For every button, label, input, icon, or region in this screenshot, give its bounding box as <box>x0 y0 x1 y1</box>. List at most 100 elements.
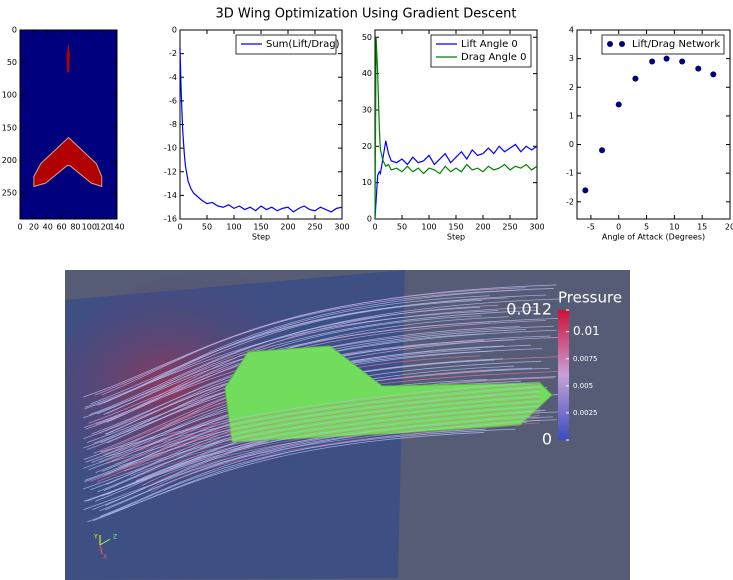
legend-box <box>601 34 725 55</box>
x-tick-label: 20 <box>725 223 733 232</box>
y-tick-label: -10 <box>164 144 177 153</box>
streamline <box>141 415 541 486</box>
y-tick-label: 200 <box>2 156 17 165</box>
streamline <box>147 420 541 491</box>
streamline <box>117 396 541 467</box>
x-axis-label: Angle of Attack (Degrees) <box>602 233 705 242</box>
y-tick-label: 50 <box>7 58 17 67</box>
y-tick-label: -12 <box>164 167 177 176</box>
y-tick-label: 0 <box>172 26 177 35</box>
streamline <box>99 381 541 453</box>
scatter-point <box>679 58 686 65</box>
scatter-point <box>663 55 670 62</box>
plot-frame <box>576 29 731 220</box>
subplot: 0 50 100 150 200 250 300 0 -2 -4 -6 -8 -10 -12 -14 -16 S… <box>164 26 350 242</box>
plot-frame <box>179 29 343 220</box>
y-tick-label: 0 <box>12 26 17 35</box>
x-tick-label: 250 <box>502 223 517 232</box>
x-tick-label: 20 <box>29 223 39 232</box>
streamline <box>101 287 526 396</box>
streamline <box>106 428 516 516</box>
x-axis-label: Step <box>252 233 270 242</box>
y-tick-label: 1 <box>569 111 574 120</box>
streamline <box>123 400 541 472</box>
scatter-point <box>632 75 639 82</box>
x-tick-label: 200 <box>475 223 490 232</box>
legend-marker <box>619 41 625 47</box>
legend-label: Lift Angle 0 <box>461 39 518 50</box>
x-tick-label: 200 <box>280 223 295 232</box>
legend-label: Sum(Lift/Drag) <box>266 39 340 50</box>
y-tick-label: 50 <box>362 33 372 42</box>
colorbar-tick-label: 0 <box>542 430 552 449</box>
wing-tip <box>66 43 70 73</box>
scatter-point <box>710 71 717 78</box>
y-tick-label: 20 <box>362 142 372 151</box>
axis-arrow <box>99 544 103 555</box>
x-tick-label: 0 <box>177 223 182 232</box>
streamline <box>138 412 541 484</box>
y-tick-label: 100 <box>2 91 17 100</box>
x-tick-label: 150 <box>253 223 268 232</box>
y-tick-label: -8 <box>169 120 177 129</box>
x-tick-label: 300 <box>334 223 349 232</box>
colorbar-tick-label: 0.0075 <box>573 355 598 363</box>
x-tick-label: 0 <box>616 223 621 232</box>
streamline <box>111 391 541 462</box>
y-tick-label: 0 <box>367 215 372 224</box>
plot-frame <box>19 29 118 220</box>
streamline <box>102 384 541 455</box>
axis-label: Z <box>113 534 117 541</box>
streamline <box>150 422 541 494</box>
streamline <box>90 294 547 405</box>
x-tick-label: 300 <box>529 223 544 232</box>
y-tick-label: 2 <box>569 83 574 92</box>
colorbar-title: Pressure <box>558 289 622 307</box>
wing-surface <box>224 345 553 443</box>
x-tick-label: 150 <box>448 223 463 232</box>
x-tick-label: 0 <box>17 223 22 232</box>
x-tick-label: 60 <box>56 223 66 232</box>
y-tick-label: 40 <box>362 69 372 78</box>
streamline <box>87 432 485 523</box>
axis-label: Y <box>93 534 98 541</box>
streamline <box>132 408 541 479</box>
y-tick-label: 0 <box>569 140 574 149</box>
x-tick-label: 100 <box>421 223 436 232</box>
streamline <box>84 310 499 408</box>
axis-arrow <box>99 538 111 546</box>
x-tick-label: 120 <box>96 223 111 232</box>
y-tick-label: -2 <box>566 197 574 206</box>
streamline <box>129 405 541 477</box>
x-tick-label: 5 <box>644 223 649 232</box>
legend-label: Lift/Drag Network <box>632 39 720 50</box>
line-series <box>374 37 538 220</box>
x-tick-label: 250 <box>307 223 322 232</box>
x-tick-label: 0 <box>372 223 377 232</box>
scatter-point <box>649 58 656 65</box>
x-tick-label: 100 <box>226 223 241 232</box>
legend-box <box>235 34 337 55</box>
colorbar <box>558 310 569 440</box>
line-series <box>179 47 343 213</box>
x-tick-label: 50 <box>202 223 212 232</box>
y-tick-label: 4 <box>569 26 574 35</box>
y-tick-label: 150 <box>2 123 17 132</box>
y-tick-label: -1 <box>566 169 574 178</box>
scatter-point <box>695 65 702 72</box>
streamline <box>120 398 541 470</box>
colorbar-tick-label: 0.01 <box>573 324 600 338</box>
scatter-point <box>615 101 622 108</box>
line-series <box>374 140 538 220</box>
render-view <box>65 270 630 580</box>
y-tick-label: -16 <box>164 215 177 224</box>
streamline <box>108 388 541 460</box>
streamline <box>126 403 541 474</box>
x-tick-label: 10 <box>669 223 679 232</box>
streamline <box>94 289 521 396</box>
x-tick-label: 15 <box>697 223 707 232</box>
scatter-point <box>599 147 606 154</box>
streamline <box>106 306 537 415</box>
